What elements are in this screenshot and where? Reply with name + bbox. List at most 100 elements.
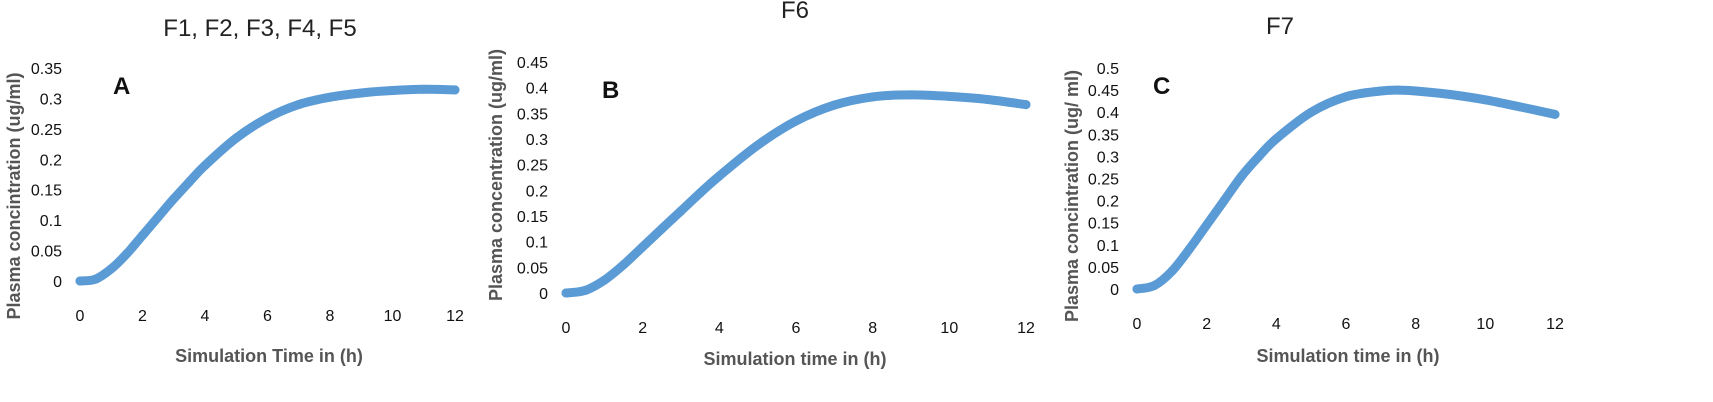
data-point (200, 160, 210, 170)
data-point (1254, 151, 1264, 161)
y-tick-label: 0.3 (1097, 149, 1119, 166)
data-point (561, 288, 571, 298)
chart-title: F7 (1266, 13, 1294, 40)
y-tick-label: 0.2 (1097, 194, 1119, 211)
x-tick-label: 8 (326, 308, 335, 325)
y-tick-label: 0.05 (517, 260, 548, 277)
data-point (184, 177, 194, 187)
y-tick-label: 0.1 (526, 235, 548, 252)
data-point (753, 140, 763, 150)
x-tick-label: 6 (263, 308, 272, 325)
y-tick-label: 0.1 (1097, 238, 1119, 255)
data-point (1550, 109, 1560, 119)
data-point (1132, 284, 1142, 294)
x-tick-label: 0 (562, 320, 571, 337)
tick-label-group: 0 2 4 6 8 10 12 0 0.05 0.1 0.15 0.2 0.25 0.3 0.35 (31, 61, 464, 325)
data-point (868, 92, 878, 102)
x-tick-label: 8 (1411, 316, 1420, 333)
data-point (106, 264, 116, 274)
data-point (294, 100, 304, 110)
data-point (599, 275, 609, 285)
y-tick-label: 0.15 (31, 183, 62, 200)
chart-title: F6 (781, 0, 809, 24)
y-tick-label: 0.05 (1088, 260, 1119, 277)
data-point (1021, 100, 1031, 110)
data-point (91, 274, 101, 284)
data-point (944, 91, 954, 101)
x-tick-label: 0 (76, 308, 85, 325)
data-series (1132, 85, 1560, 294)
data-point (1202, 220, 1212, 230)
data-series (561, 90, 1031, 298)
x-tick-label: 12 (1017, 320, 1035, 337)
data-point (695, 188, 705, 198)
x-tick-label: 10 (384, 308, 402, 325)
chart-panel-c: F7 C Plasma concintration (ug/ ml) Simul… (1062, 13, 1564, 366)
data-point (263, 113, 272, 123)
data-point (829, 100, 839, 110)
data-point (1271, 134, 1281, 144)
data-point (1167, 266, 1177, 276)
y-tick-label: 0.3 (40, 91, 62, 108)
y-tick-label: 0.2 (526, 183, 548, 200)
data-point (1184, 244, 1194, 254)
data-point (1480, 95, 1490, 105)
y-axis-title: Plasma concintration (ug/ ml) (1062, 70, 1082, 322)
panel-letter: A (113, 73, 130, 100)
data-point (1393, 85, 1403, 95)
chart-panel-a: F1, F2, F3, F4, F5 A Plasma concintratio… (4, 15, 464, 366)
data-series (75, 84, 460, 286)
x-tick-label: 12 (446, 308, 464, 325)
y-tick-label: 0 (53, 274, 62, 291)
x-axis-title: Simulation Time in (h) (175, 346, 363, 366)
data-point (1515, 102, 1525, 112)
chart-title: F1, F2, F3, F4, F5 (163, 15, 356, 42)
y-tick-label: 0.2 (40, 152, 62, 169)
x-tick-label: 2 (1202, 316, 1211, 333)
x-tick-label: 4 (201, 308, 210, 325)
data-point (122, 249, 132, 259)
data-point (1341, 92, 1351, 102)
data-point (906, 90, 916, 100)
y-tick-label: 0.35 (517, 106, 548, 123)
x-tick-label: 12 (1546, 316, 1564, 333)
y-axis-title: Plasma concintration (ug/ml) (4, 72, 24, 319)
y-tick-label: 0.25 (1088, 172, 1119, 189)
data-point (714, 171, 724, 181)
data-point (983, 94, 993, 104)
data-point (138, 230, 147, 240)
series-line (1132, 85, 1560, 294)
x-axis-title: Simulation time in (h) (704, 349, 887, 369)
x-tick-label: 4 (715, 320, 724, 337)
data-point (1376, 86, 1386, 96)
y-tick-label: 0.35 (31, 61, 62, 78)
y-tick-label: 0.5 (1097, 61, 1119, 78)
y-axis-title: Plasma concentration (ug/ml) (486, 49, 506, 301)
data-point (1237, 171, 1246, 181)
y-tick-label: 0.1 (40, 213, 62, 230)
x-tick-label: 10 (940, 320, 958, 337)
data-point (169, 194, 179, 204)
data-point (657, 224, 667, 234)
data-point (231, 133, 241, 143)
data-point (580, 285, 590, 295)
x-tick-label: 6 (1342, 316, 1351, 333)
y-tick-label: 0.3 (526, 132, 548, 149)
x-tick-label: 6 (792, 320, 801, 337)
data-point (1411, 86, 1421, 96)
y-tick-label: 0.25 (31, 122, 62, 139)
y-tick-label: 0 (539, 286, 548, 303)
chart-panel-b: F6 B Plasma concentration (ug/ml) Simula… (486, 0, 1035, 369)
y-tick-label: 0.05 (31, 244, 62, 261)
x-tick-label: 8 (868, 320, 877, 337)
data-point (676, 206, 686, 216)
data-point (356, 88, 366, 98)
panel-letter: C (1153, 73, 1170, 100)
data-point (791, 116, 801, 126)
data-point (1219, 196, 1229, 206)
y-tick-label: 0.35 (1088, 127, 1119, 144)
data-point (638, 242, 648, 252)
x-tick-label: 0 (1133, 316, 1142, 333)
tick-label-group: 0 2 4 6 8 10 12 0 0.05 0.1 0.15 0.2 0.25 0.3 0.35 0.4 0.… (517, 55, 1035, 337)
